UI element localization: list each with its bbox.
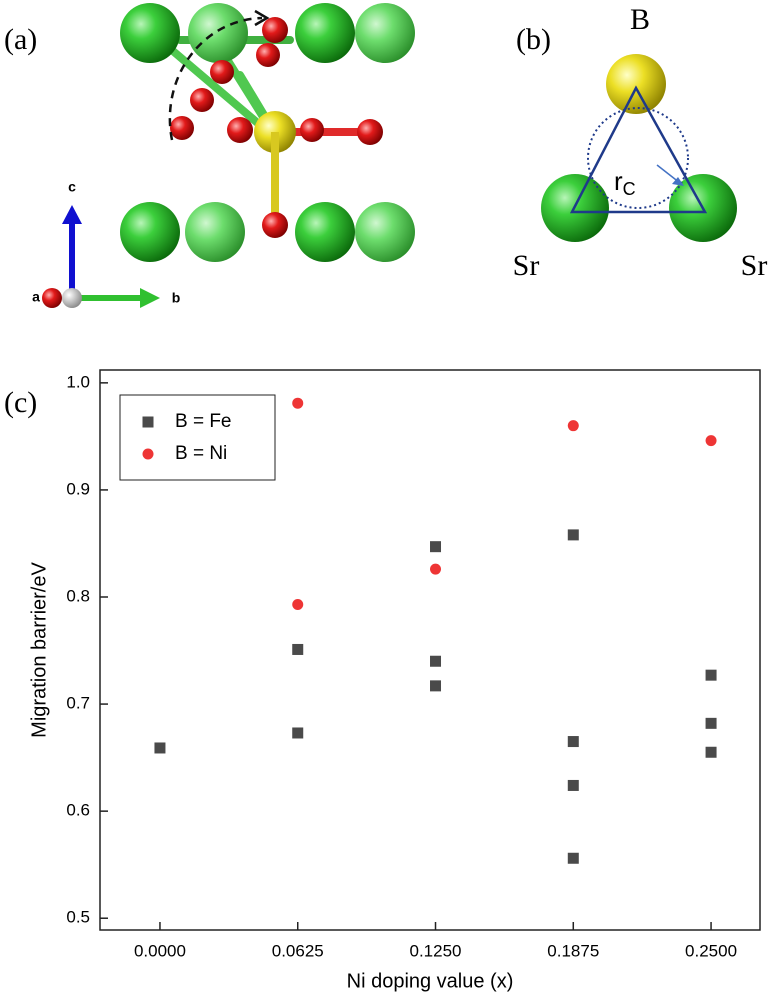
panel-b: (b) B rC Sr Sr <box>513 3 768 282</box>
y-tick-label: 0.8 <box>66 586 90 605</box>
atom-label: Sr <box>741 249 768 282</box>
panel-a: (a) <box>4 3 415 308</box>
sr-atom <box>295 3 355 63</box>
o-atom <box>227 117 253 143</box>
legend-label: B = Fe <box>175 411 232 432</box>
arrow-head <box>672 177 684 186</box>
axis-letter: c <box>68 179 76 195</box>
panel-label: (b) <box>516 23 551 56</box>
x-tick-label: 0.2500 <box>685 941 737 960</box>
atom-label: Sr <box>513 249 540 282</box>
data-point <box>430 541 442 553</box>
data-point <box>705 717 717 729</box>
o-atom <box>262 212 288 238</box>
data-point <box>430 563 442 575</box>
legend-label: B = Ni <box>175 443 227 464</box>
sr-atom <box>295 202 355 262</box>
critical-circle <box>587 107 689 209</box>
y-tick-label: 0.6 <box>66 801 90 820</box>
b-atom <box>606 54 666 114</box>
y-axis-title: Migration barrier/eV <box>28 562 50 738</box>
y-tick-label: 0.5 <box>66 908 90 927</box>
panel-label: (c) <box>4 386 37 419</box>
data-point <box>705 746 717 758</box>
panel-label: (a) <box>4 23 37 56</box>
x-tick-label: 0.0000 <box>134 941 186 960</box>
migration-path <box>168 16 263 141</box>
o-atom <box>190 88 214 112</box>
o-atom <box>170 116 194 140</box>
legend-marker <box>142 416 154 428</box>
legend-box <box>119 394 276 481</box>
radius-label: rC <box>614 166 636 199</box>
radius-subscript: C <box>623 179 636 199</box>
o-atom <box>262 17 288 43</box>
data-point <box>154 742 166 754</box>
data-point <box>430 680 442 692</box>
o-atom <box>210 60 234 84</box>
triangle <box>569 85 708 214</box>
plot-frame <box>99 369 761 931</box>
data-point <box>567 420 579 432</box>
data-point <box>567 852 579 864</box>
axis-letter: a <box>32 289 40 305</box>
y-tick-label: 0.7 <box>66 694 90 713</box>
arrow-head <box>254 9 270 27</box>
data-point <box>567 529 579 541</box>
data-point <box>292 598 304 610</box>
sr-atom <box>188 3 248 63</box>
x-tick-label: 0.1875 <box>547 941 599 960</box>
data-point <box>292 397 304 409</box>
y-tick-label: 0.9 <box>66 479 90 498</box>
sr-atom <box>185 202 245 262</box>
radius-symbol: r <box>614 166 623 196</box>
data-point <box>705 669 717 681</box>
x-axis-title: Ni doping value (x) <box>347 970 514 992</box>
o-atom <box>300 118 324 142</box>
y-tick-label: 1.0 <box>66 372 90 391</box>
data-point <box>567 779 579 791</box>
sr-atom <box>355 3 415 63</box>
sr-atom <box>120 3 180 63</box>
data-point <box>292 643 304 655</box>
scatter-chart: (c) Ni doping value (x) Migration barrie… <box>4 369 761 992</box>
data-point <box>705 435 717 447</box>
o-atom <box>256 43 280 67</box>
data-point <box>567 736 579 748</box>
axis-letter: b <box>172 290 181 306</box>
data-point <box>430 655 442 667</box>
axes-triad: c a b <box>32 179 180 308</box>
legend-marker <box>142 448 154 460</box>
x-tick-label: 0.1250 <box>410 941 462 960</box>
x-tick-label: 0.0625 <box>272 941 324 960</box>
atom-label: B <box>630 3 650 36</box>
data-point <box>292 727 304 739</box>
sr-atom <box>355 202 415 262</box>
sr-atom <box>120 202 180 262</box>
o-atom <box>357 119 383 145</box>
